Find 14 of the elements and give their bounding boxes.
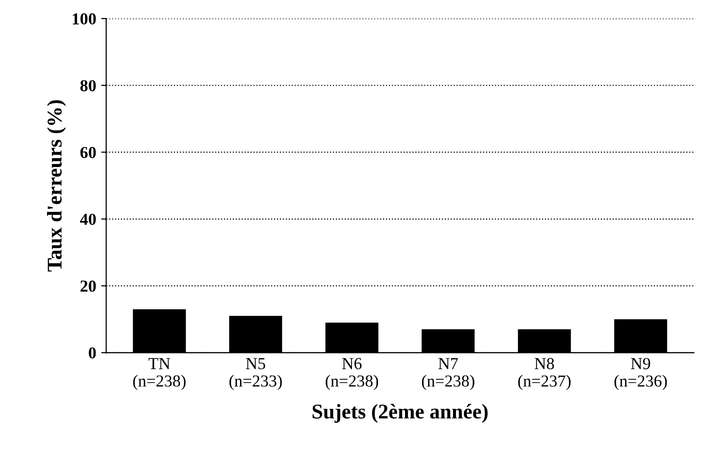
x-tick-label: N5 (n=233)	[229, 358, 282, 390]
y-tick-label: 20	[80, 280, 96, 292]
x-tick-label: N8 (n=237)	[518, 358, 571, 390]
x-tick-label: N7 (n=238)	[422, 358, 474, 390]
x-tick-label: N6 (n=238)	[326, 358, 378, 390]
y-tick-label: 80	[80, 80, 96, 92]
y-tick-label: 60	[80, 146, 96, 158]
y-tick-label: 0	[88, 347, 96, 359]
y-axis-title: Taux d'erreurs (%)	[47, 100, 66, 272]
x-tick-label: N9 (n=236)	[614, 358, 667, 390]
x-axis-title: Sujets (2ème année)	[312, 404, 488, 423]
x-tick-label: TN (n=238)	[133, 358, 186, 390]
y-tick-label: 100	[72, 13, 96, 25]
y-tick-label: 40	[80, 214, 96, 225]
